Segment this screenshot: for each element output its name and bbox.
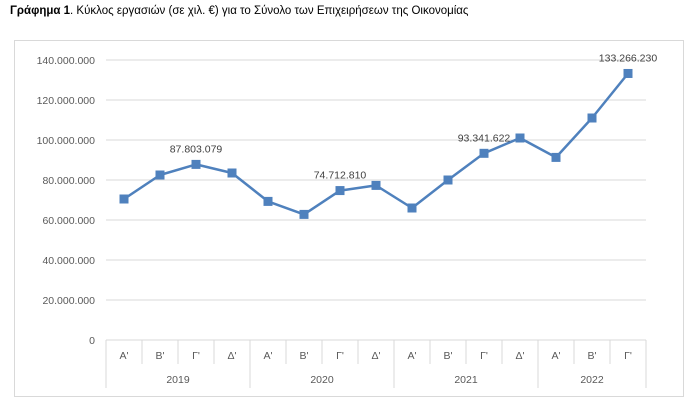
- y-tick-label: 120.000.000: [37, 95, 96, 107]
- caption-text: . Κύκλος εργασιών (σε χιλ. €) για το Σύν…: [70, 5, 469, 17]
- y-tick-label: 40.000.000: [42, 255, 95, 267]
- data-label: 93.341.622: [458, 132, 511, 144]
- data-point: [227, 168, 237, 178]
- data-point: [623, 68, 633, 78]
- data-point: [587, 113, 597, 123]
- y-tick-label: 0: [89, 335, 95, 347]
- data-point: [191, 159, 201, 169]
- data-point: [263, 196, 273, 206]
- x-category-label: Δ': [227, 350, 236, 362]
- data-point: [515, 133, 525, 143]
- data-label: 87.803.079: [170, 143, 223, 155]
- x-category-label: Γ': [624, 350, 632, 362]
- caption-label: Γράφημα 1: [10, 5, 71, 17]
- data-point: [371, 180, 381, 190]
- x-category-label: Β': [587, 350, 596, 362]
- x-category-label: Γ': [480, 350, 488, 362]
- x-category-label: Γ': [336, 350, 344, 362]
- chart-caption: Γράφημα 1. Κύκλος εργασιών (σε χιλ. €) γ…: [10, 5, 468, 17]
- data-label: 74.712.810: [314, 170, 367, 182]
- x-group-label: 2022: [580, 374, 604, 386]
- x-category-label: Α': [263, 350, 272, 362]
- data-point: [299, 209, 309, 219]
- x-group-label: 2020: [310, 374, 334, 386]
- y-tick-label: 140.000.000: [37, 55, 96, 67]
- y-tick-label: 60.000.000: [42, 215, 95, 227]
- y-tick-label: 80.000.000: [42, 175, 95, 187]
- data-label: 133.266.230: [599, 52, 658, 64]
- data-point: [443, 175, 453, 185]
- data-point: [155, 170, 165, 180]
- x-category-label: Δ': [371, 350, 380, 362]
- x-category-label: Δ': [515, 350, 524, 362]
- data-point: [551, 152, 561, 162]
- y-tick-label: 100.000.000: [37, 135, 96, 147]
- x-group-label: 2021: [454, 374, 478, 386]
- data-point: [407, 203, 417, 213]
- x-category-label: Α': [119, 350, 128, 362]
- x-category-label: Β': [155, 350, 164, 362]
- x-category-label: Β': [443, 350, 452, 362]
- x-category-label: Α': [551, 350, 560, 362]
- chart-frame: [14, 40, 684, 397]
- x-category-label: Γ': [192, 350, 200, 362]
- data-point: [479, 148, 489, 158]
- x-category-label: Β': [299, 350, 308, 362]
- x-category-label: Α': [407, 350, 416, 362]
- y-tick-label: 20.000.000: [42, 295, 95, 307]
- data-point: [119, 194, 129, 204]
- data-point: [335, 186, 345, 196]
- x-group-label: 2019: [166, 374, 190, 386]
